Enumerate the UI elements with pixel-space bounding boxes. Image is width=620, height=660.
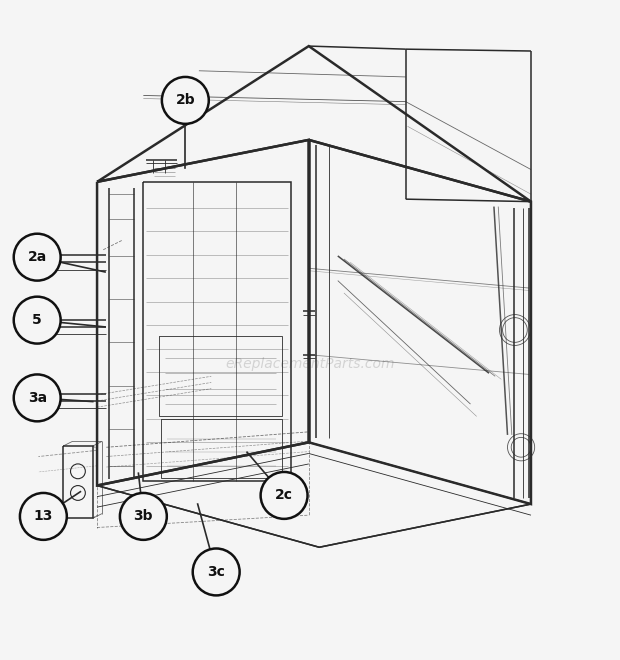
Text: 2b: 2b <box>175 94 195 108</box>
Text: 3c: 3c <box>207 565 225 579</box>
Text: 2a: 2a <box>27 250 47 264</box>
Circle shape <box>260 472 308 519</box>
Circle shape <box>14 374 61 421</box>
Circle shape <box>20 493 67 540</box>
Text: 2c: 2c <box>275 488 293 502</box>
Text: 3b: 3b <box>133 510 153 523</box>
Text: 3a: 3a <box>28 391 46 405</box>
Text: 13: 13 <box>33 510 53 523</box>
Circle shape <box>14 297 61 344</box>
Circle shape <box>14 234 61 280</box>
Text: 5: 5 <box>32 313 42 327</box>
Circle shape <box>193 548 240 595</box>
Text: eReplacementParts.com: eReplacementParts.com <box>225 357 395 371</box>
Circle shape <box>120 493 167 540</box>
Circle shape <box>162 77 209 124</box>
